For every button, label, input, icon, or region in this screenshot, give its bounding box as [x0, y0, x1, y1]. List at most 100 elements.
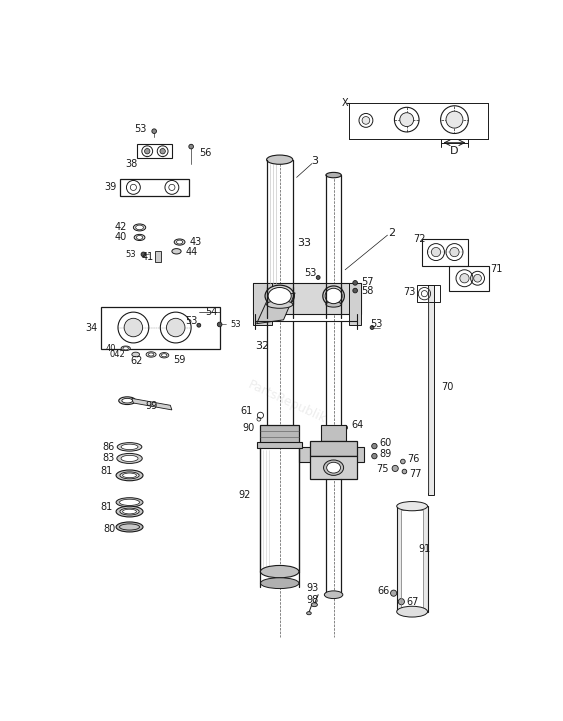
Text: 43: 43 — [190, 237, 202, 247]
Text: 2: 2 — [388, 228, 395, 238]
Text: 39: 39 — [104, 182, 117, 192]
Circle shape — [460, 274, 469, 283]
Ellipse shape — [261, 565, 299, 578]
Text: PartsRepublik: PartsRepublik — [246, 379, 329, 426]
Bar — [137, 144, 172, 158]
Ellipse shape — [132, 352, 140, 357]
Ellipse shape — [120, 472, 139, 479]
Circle shape — [217, 322, 222, 327]
Ellipse shape — [267, 155, 293, 164]
Ellipse shape — [265, 286, 294, 306]
Circle shape — [160, 149, 166, 154]
Text: 33: 33 — [297, 238, 311, 248]
Text: 53: 53 — [370, 319, 382, 329]
Circle shape — [431, 247, 441, 257]
Text: 53: 53 — [230, 320, 241, 329]
Text: 90: 90 — [242, 423, 254, 433]
Text: 81: 81 — [100, 502, 113, 512]
Text: 40: 40 — [115, 232, 127, 242]
Circle shape — [152, 129, 157, 133]
Circle shape — [402, 469, 406, 474]
Circle shape — [145, 149, 150, 154]
Ellipse shape — [122, 399, 133, 403]
Polygon shape — [321, 425, 346, 441]
Ellipse shape — [116, 470, 143, 481]
Polygon shape — [397, 506, 427, 611]
Text: 66: 66 — [378, 586, 390, 596]
Text: 44: 44 — [186, 247, 198, 257]
Ellipse shape — [325, 288, 342, 304]
Ellipse shape — [327, 462, 341, 473]
Text: 71: 71 — [490, 264, 502, 274]
Ellipse shape — [121, 444, 138, 450]
Ellipse shape — [121, 346, 130, 350]
Text: 42: 42 — [115, 223, 127, 232]
Ellipse shape — [133, 224, 146, 231]
Ellipse shape — [119, 524, 140, 530]
Ellipse shape — [261, 578, 299, 588]
Text: 93: 93 — [307, 583, 319, 593]
Circle shape — [473, 275, 481, 282]
Text: 98: 98 — [307, 595, 319, 605]
Polygon shape — [253, 283, 360, 314]
Text: 57: 57 — [361, 277, 374, 287]
Text: 89: 89 — [380, 448, 392, 459]
Text: 73: 73 — [403, 287, 415, 297]
Ellipse shape — [117, 454, 142, 464]
Ellipse shape — [120, 508, 139, 515]
Ellipse shape — [397, 606, 427, 617]
Bar — [119, 179, 189, 196]
Ellipse shape — [136, 236, 142, 239]
Ellipse shape — [324, 591, 343, 598]
Ellipse shape — [162, 354, 167, 357]
Text: 77: 77 — [409, 469, 422, 479]
Ellipse shape — [146, 352, 156, 357]
Text: 81: 81 — [100, 466, 113, 476]
Ellipse shape — [116, 522, 143, 532]
Circle shape — [450, 247, 459, 257]
Text: 34: 34 — [86, 322, 98, 332]
Ellipse shape — [119, 499, 140, 505]
Text: 67: 67 — [406, 598, 419, 607]
Text: 83: 83 — [102, 454, 114, 464]
Text: 62: 62 — [130, 356, 142, 366]
Ellipse shape — [177, 240, 182, 244]
Polygon shape — [310, 456, 357, 479]
Ellipse shape — [121, 456, 138, 461]
Text: 76: 76 — [408, 454, 420, 464]
Circle shape — [353, 280, 358, 286]
Circle shape — [189, 144, 194, 149]
Text: 53: 53 — [134, 124, 146, 134]
Text: 72: 72 — [413, 234, 426, 244]
Text: 61: 61 — [240, 407, 253, 417]
Text: 92: 92 — [238, 490, 251, 500]
Text: 59: 59 — [173, 355, 186, 365]
Text: 53: 53 — [125, 250, 136, 259]
Circle shape — [400, 459, 405, 464]
Ellipse shape — [116, 497, 143, 507]
Ellipse shape — [119, 397, 136, 404]
Text: 56: 56 — [199, 148, 211, 158]
Ellipse shape — [326, 172, 341, 178]
Text: 99: 99 — [145, 401, 157, 411]
Ellipse shape — [323, 286, 345, 306]
Ellipse shape — [159, 353, 169, 358]
Ellipse shape — [326, 301, 341, 307]
Ellipse shape — [149, 353, 154, 356]
Ellipse shape — [174, 239, 185, 245]
Circle shape — [400, 112, 414, 127]
Bar — [422, 239, 468, 266]
Polygon shape — [349, 283, 360, 325]
Circle shape — [353, 288, 358, 293]
Text: 32: 32 — [255, 341, 269, 351]
Circle shape — [197, 323, 201, 327]
Ellipse shape — [397, 502, 427, 510]
Text: 70: 70 — [441, 382, 454, 392]
Polygon shape — [427, 286, 434, 495]
Circle shape — [372, 443, 377, 448]
Bar — [155, 250, 161, 262]
Ellipse shape — [134, 234, 145, 241]
Polygon shape — [257, 293, 295, 324]
Text: 91: 91 — [418, 544, 431, 554]
Text: 40: 40 — [106, 344, 117, 353]
